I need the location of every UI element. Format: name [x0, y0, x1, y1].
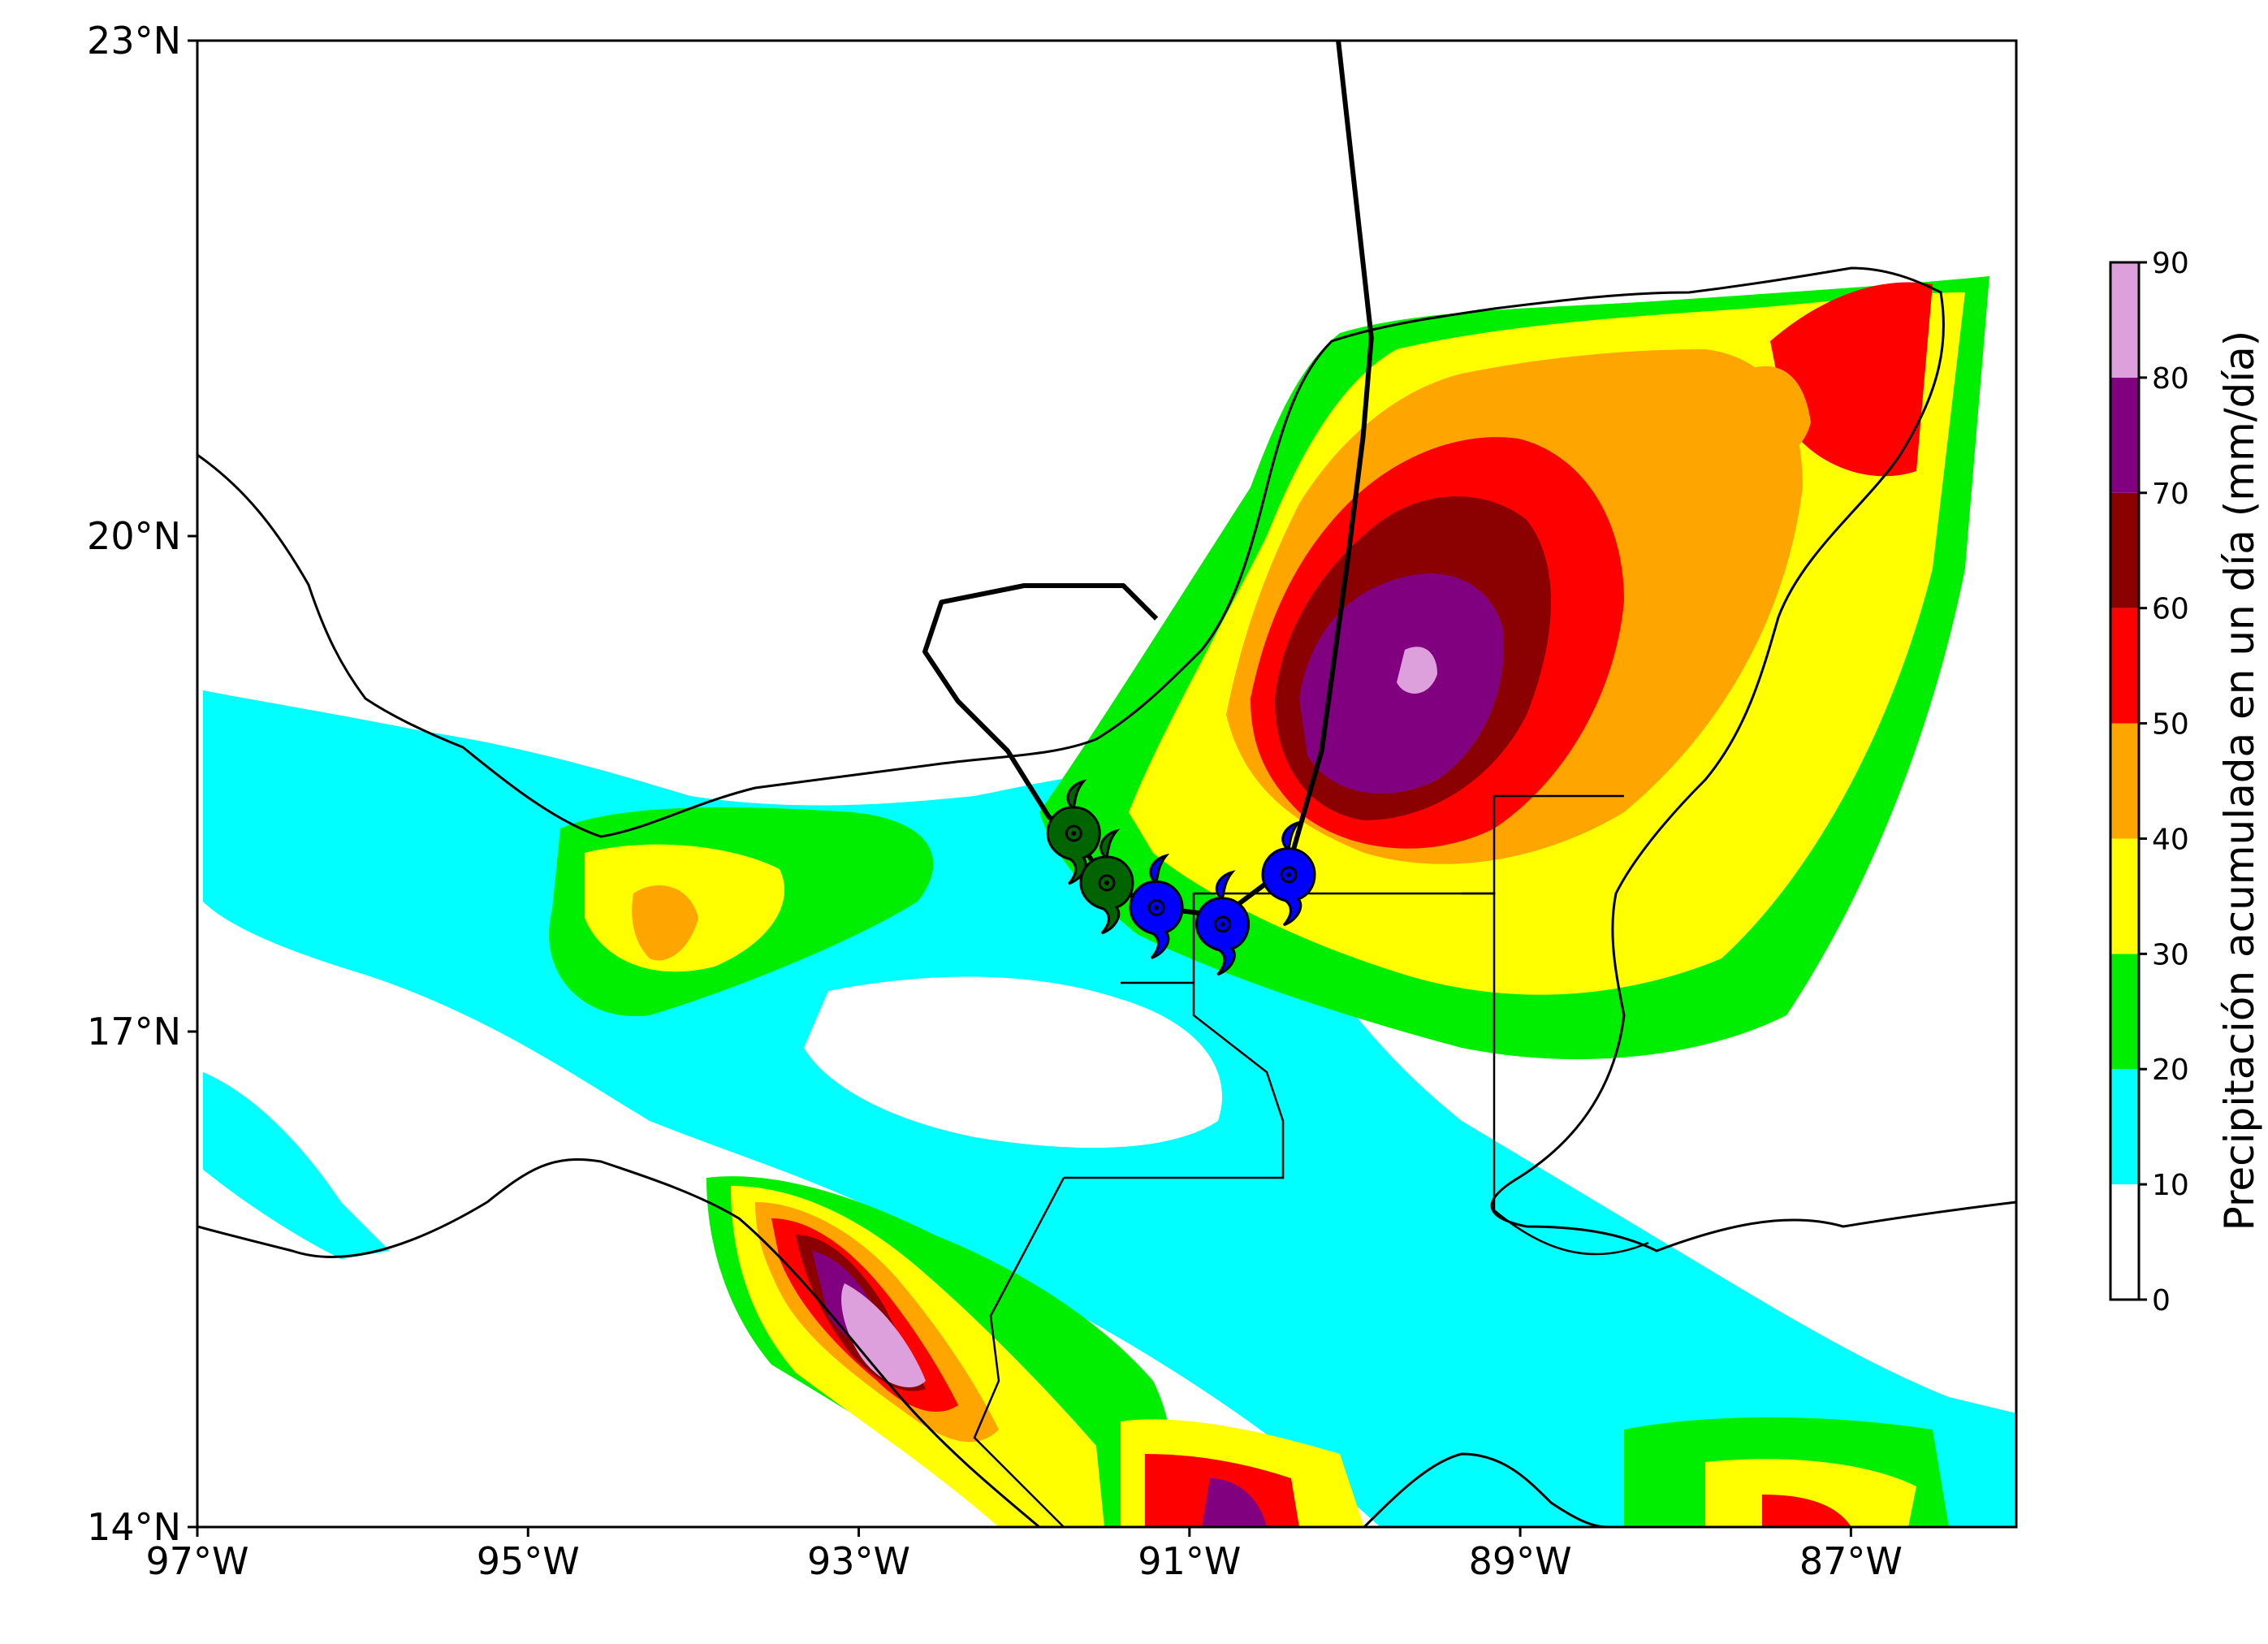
country-borders — [973, 794, 1649, 1527]
colorbar-tick-label: 80 — [2152, 362, 2189, 396]
colorbar-bin — [2110, 492, 2139, 608]
hurricane-marker-icon — [1079, 828, 1134, 935]
hurricane-marker-icon — [1046, 779, 1101, 885]
colorbar-bin — [2110, 838, 2139, 954]
colorbar-bin — [2110, 1069, 2139, 1185]
lon-tick-label: 89°W — [1469, 1539, 1572, 1583]
colorbar: 0 10 20 30 40 50 60 70 80 90 Precipitación acumul… — [2109, 247, 2263, 1317]
colorbar-tick-label: 10 — [2152, 1169, 2189, 1202]
colorbar-bin — [2110, 377, 2139, 493]
colorbar-bin — [2110, 608, 2139, 724]
latitude-axis: 14°N 17°N 20°N 23°N — [87, 19, 197, 1549]
colorbar-tick-label: 60 — [2152, 593, 2189, 626]
lon-tick-label: 95°W — [477, 1539, 580, 1583]
colorbar-bin — [2110, 723, 2139, 839]
lat-tick-label: 23°N — [87, 19, 181, 63]
lon-tick-label: 93°W — [807, 1539, 910, 1583]
lon-tick-label: 91°W — [1138, 1539, 1241, 1583]
colorbar-bin — [2110, 1184, 2139, 1300]
colorbar-title: Precipitación acumulada en un día (mm/dí… — [2216, 331, 2263, 1231]
lat-tick-label: 20°N — [87, 514, 181, 558]
colorbar-tick-label: 40 — [2152, 823, 2189, 856]
lat-tick-label: 14°N — [87, 1505, 181, 1549]
storm-track-layer — [922, 41, 1374, 976]
colorbar-tick-label: 20 — [2152, 1053, 2189, 1087]
lon-tick-label: 87°W — [1799, 1539, 1903, 1583]
colorbar-bin — [2110, 954, 2139, 1070]
lon-tick-label: 97°W — [145, 1539, 248, 1583]
hurricane-marker-icon — [1261, 820, 1316, 927]
longitude-axis: 97°W 95°W 93°W 91°W 89°W 87°W — [145, 1527, 1903, 1583]
hurricane-marker-icon — [1195, 870, 1251, 976]
colorbar-tick-label: 30 — [2152, 938, 2189, 971]
colorbar-frame — [2109, 261, 2141, 1301]
map-frame — [196, 39, 2018, 1529]
colorbar-tick-label: 70 — [2152, 478, 2189, 511]
hurricane-marker-icon — [1129, 853, 1184, 959]
coastlines — [197, 266, 2016, 1527]
colorbar-bin — [2110, 262, 2139, 378]
lat-tick-label: 17°N — [87, 1010, 181, 1053]
colorbar-tick-label: 50 — [2152, 708, 2189, 742]
colorbar-tick-label: 0 — [2152, 1284, 2171, 1317]
colorbar-tick-label: 90 — [2152, 247, 2189, 280]
